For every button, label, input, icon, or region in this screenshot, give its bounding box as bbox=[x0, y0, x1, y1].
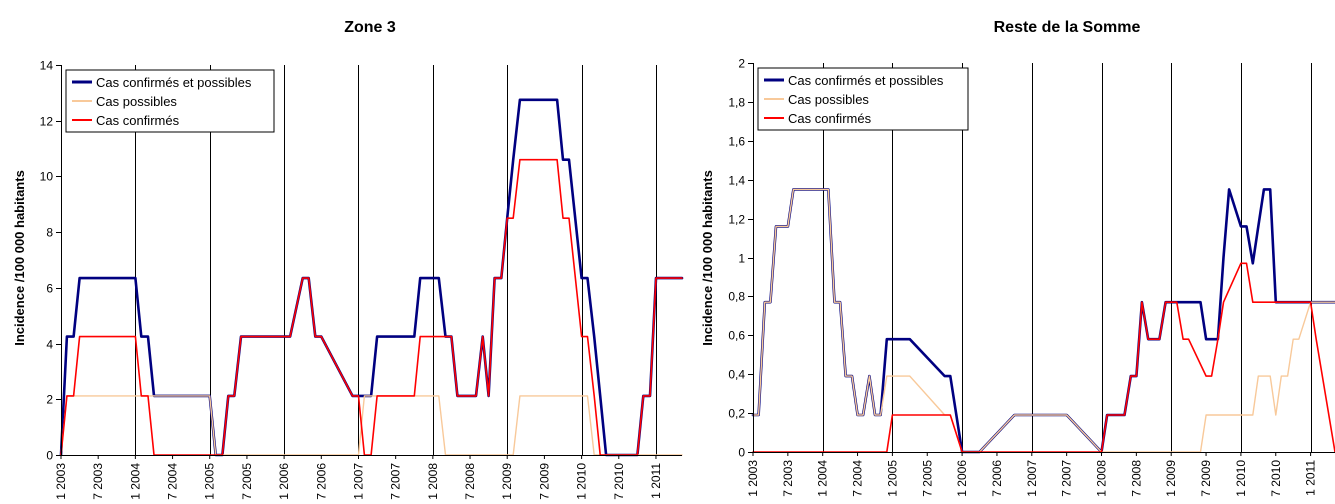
x-tick-label: 1 2008 bbox=[426, 463, 440, 500]
x-tick-label: 1 2006 bbox=[277, 463, 291, 500]
y-axis-label: Incidence /100 000 habitants bbox=[700, 170, 715, 346]
y-tick-label: 0,2 bbox=[728, 407, 745, 421]
x-tick-label: 1 2007 bbox=[1025, 460, 1039, 497]
y-tick-label: 14 bbox=[40, 59, 54, 73]
x-tick-label: 1 2009 bbox=[1164, 460, 1178, 497]
x-tick-label: 7 2004 bbox=[166, 463, 180, 500]
y-tick-label: 1,8 bbox=[728, 96, 745, 110]
y-tick-label: 1,6 bbox=[728, 135, 745, 149]
x-tick-label: 7 2009 bbox=[1199, 460, 1213, 497]
legend: Cas confirmés et possibles Cas possibles C… bbox=[65, 69, 275, 133]
legend-box bbox=[757, 67, 969, 131]
y-tick-label: 0,6 bbox=[728, 329, 745, 343]
axes: 0 0,2 0,4 0,6 0,8 1 1,2 1,4 1,6 1,8 2 1 2003 7 2003 1… bbox=[728, 57, 1335, 497]
legend-label: Cas confirmés et possibles bbox=[96, 75, 252, 90]
y-tick-label: 0 bbox=[738, 446, 745, 460]
x-tick-label: 1 2007 bbox=[352, 463, 366, 500]
chart-zone-3: Zone 3 Incidence /100 000 habitants 0 2 4 6… bbox=[12, 19, 684, 500]
chart-title: Reste de la Somme bbox=[994, 19, 1141, 36]
x-tick-label: 1 2005 bbox=[203, 463, 217, 500]
x-tick-label: 1 2006 bbox=[955, 460, 969, 497]
x-tick-label: 7 2009 bbox=[537, 463, 551, 500]
legend-label: Cas possibles bbox=[96, 94, 177, 109]
y-tick-label: 4 bbox=[46, 338, 53, 352]
legend-label: Cas possibles bbox=[788, 92, 869, 107]
x-tick-label: 7 2010 bbox=[1269, 460, 1283, 497]
y-tick-label: 0 bbox=[46, 449, 53, 463]
x-tick-label: 7 2005 bbox=[920, 460, 934, 497]
x-tick-label: 1 2003 bbox=[54, 463, 68, 500]
y-tick-label: 0,8 bbox=[728, 290, 745, 304]
series-line-cas-confirm-s bbox=[752, 262, 1335, 453]
y-tick-label: 2 bbox=[46, 393, 53, 407]
legend: Cas confirmés et possibles Cas possibles C… bbox=[757, 67, 969, 131]
x-tick-label: 1 2009 bbox=[500, 463, 514, 500]
x-tick-label: 1 2005 bbox=[885, 460, 899, 497]
x-tick-label: 7 2004 bbox=[851, 460, 865, 497]
y-tick-label: 1,4 bbox=[728, 174, 745, 188]
x-tick-label: 1 2011 bbox=[1304, 460, 1318, 496]
x-tick-label: 7 2006 bbox=[314, 463, 328, 500]
y-tick-label: 8 bbox=[46, 226, 53, 240]
x-tick-label: 1 2004 bbox=[816, 460, 830, 497]
series-group bbox=[751, 188, 1335, 454]
y-tick-label: 6 bbox=[46, 282, 53, 296]
x-tick-label: 1 2003 bbox=[746, 460, 760, 497]
grid bbox=[823, 63, 1312, 452]
x-tick-label: 1 2010 bbox=[575, 463, 589, 500]
x-tick-label: 7 2007 bbox=[389, 463, 403, 500]
x-tick-label: 7 2006 bbox=[990, 460, 1004, 497]
x-tick-label: 7 2003 bbox=[781, 460, 795, 497]
x-tick-label: 7 2003 bbox=[91, 463, 105, 500]
chart-title: Zone 3 bbox=[344, 19, 396, 36]
y-tick-label: 2 bbox=[738, 57, 745, 71]
axes: 0 2 4 6 8 10 12 14 1 2003 7 2003 1 2004 7 2004 1 200… bbox=[40, 59, 682, 500]
x-tick-label: 7 2008 bbox=[1129, 460, 1143, 497]
x-tick-label: 1 2008 bbox=[1095, 460, 1109, 497]
x-tick-label: 1 2004 bbox=[128, 463, 142, 500]
legend-label: Cas confirmés bbox=[96, 113, 180, 128]
x-tick-label: 7 2008 bbox=[463, 463, 477, 500]
y-axis-label: Incidence /100 000 habitants bbox=[12, 170, 27, 346]
legend-label: Cas confirmés bbox=[788, 111, 872, 126]
y-tick-label: 1,2 bbox=[728, 213, 745, 227]
y-tick-label: 12 bbox=[40, 115, 54, 129]
series-group bbox=[59, 98, 684, 457]
y-tick-label: 10 bbox=[40, 170, 54, 184]
x-tick-label: 7 2010 bbox=[612, 463, 626, 500]
x-tick-label: 7 2007 bbox=[1060, 460, 1074, 497]
chart-reste-de-la-somme: Reste de la Somme Incidence /100 000 hab… bbox=[700, 19, 1335, 497]
x-tick-label: 1 2010 bbox=[1234, 460, 1248, 497]
legend-box bbox=[65, 69, 275, 133]
legend-label: Cas confirmés et possibles bbox=[788, 73, 944, 88]
x-tick-label: 1 2011 bbox=[649, 463, 663, 499]
series-line-cas-confirm-s-et-possibles bbox=[751, 188, 1335, 454]
x-tick-label: 7 2005 bbox=[240, 463, 254, 500]
y-tick-label: 1 bbox=[738, 252, 745, 266]
y-tick-label: 0,4 bbox=[728, 368, 745, 382]
